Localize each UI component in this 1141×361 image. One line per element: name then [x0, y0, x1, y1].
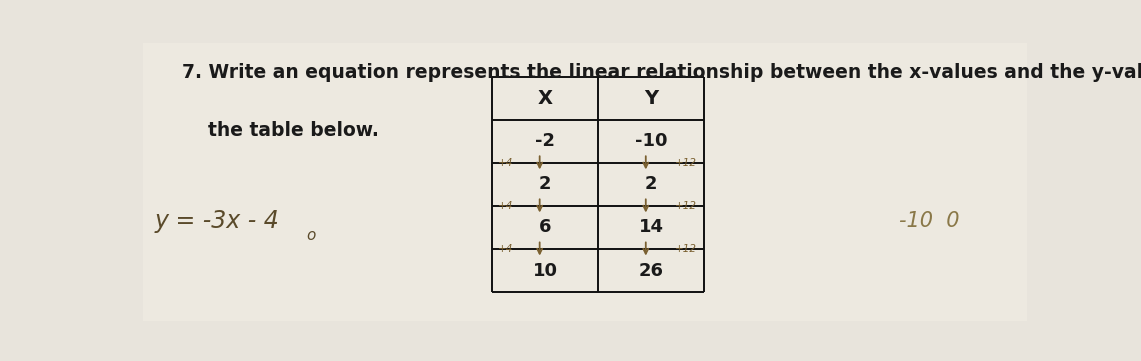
Text: the table below.: the table below.: [183, 121, 379, 140]
Text: 7. Write an equation represents the linear relationship between the x-values and: 7. Write an equation represents the line…: [183, 63, 1141, 82]
Text: +4: +4: [499, 158, 513, 168]
FancyBboxPatch shape: [143, 43, 1027, 321]
Text: Y: Y: [644, 89, 658, 108]
Text: -10: -10: [634, 132, 667, 150]
Text: 26: 26: [639, 262, 664, 279]
Text: -2: -2: [535, 132, 555, 150]
Text: 2: 2: [645, 175, 657, 193]
Text: +4: +4: [499, 244, 513, 254]
Text: 10: 10: [533, 262, 558, 279]
Text: X: X: [537, 89, 552, 108]
Text: 14: 14: [639, 218, 664, 236]
Text: +4: +4: [499, 201, 513, 211]
Text: y = -3x - 4: y = -3x - 4: [154, 209, 278, 233]
Text: 6: 6: [539, 218, 551, 236]
Text: 2: 2: [539, 175, 551, 193]
Text: -10  0: -10 0: [899, 211, 960, 231]
Text: +12: +12: [674, 158, 696, 168]
Text: o: o: [306, 228, 316, 243]
Text: +12: +12: [674, 244, 696, 254]
Text: +12: +12: [674, 201, 696, 211]
